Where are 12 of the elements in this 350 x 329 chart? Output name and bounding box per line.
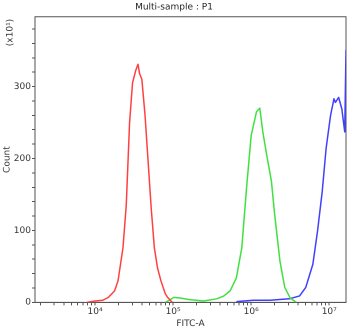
text: (x10¹)	[5, 18, 16, 46]
y-tick-label: 300	[14, 82, 32, 92]
y-axis-title: Count	[2, 146, 13, 173]
x-tick-label: 10⁴	[88, 307, 103, 318]
x-tick-label: 10⁷	[322, 307, 338, 318]
x-tick-label: 10⁶	[244, 307, 260, 318]
chart-title: Multi-sample : P1	[135, 2, 213, 13]
x-tick-label: 10⁵	[166, 307, 182, 318]
x-axis-title: FITC-A	[176, 318, 206, 329]
y-tick-label: 0	[25, 298, 32, 308]
y-tick-label: 100	[14, 226, 32, 236]
y-tick-label: 200	[14, 154, 32, 164]
